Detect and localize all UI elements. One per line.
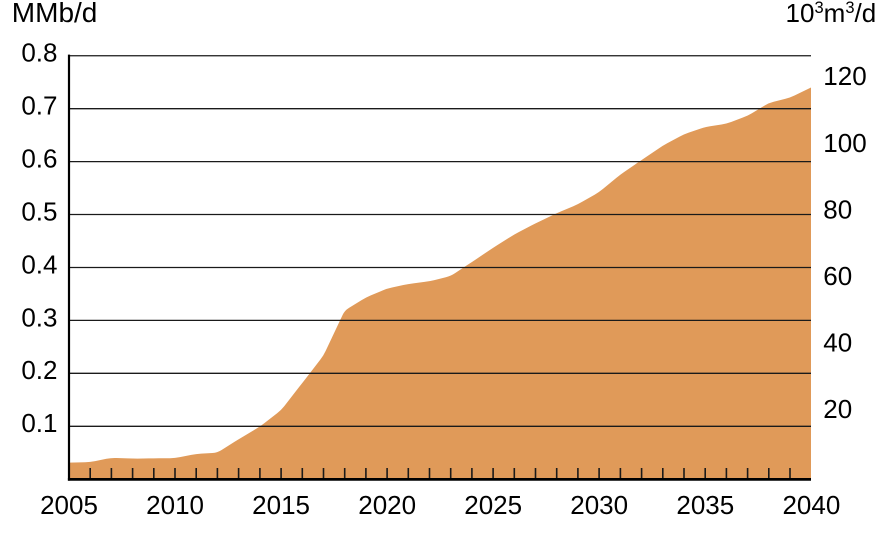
svg-text:103m3/d: 103m3/d: [786, 0, 877, 28]
svg-text:2015: 2015: [252, 490, 310, 520]
svg-text:2040: 2040: [782, 490, 840, 520]
svg-text:80: 80: [823, 194, 852, 224]
svg-text:2030: 2030: [570, 490, 628, 520]
svg-text:0.5: 0.5: [21, 196, 57, 226]
svg-text:0.1: 0.1: [21, 408, 57, 438]
svg-text:2020: 2020: [358, 490, 416, 520]
svg-text:0.8: 0.8: [21, 38, 57, 68]
svg-text:MMb/d: MMb/d: [12, 0, 98, 28]
svg-text:100: 100: [823, 128, 866, 158]
svg-text:0.2: 0.2: [21, 355, 57, 385]
svg-text:0.7: 0.7: [21, 91, 57, 121]
svg-text:60: 60: [823, 261, 852, 291]
svg-text:2005: 2005: [40, 490, 98, 520]
svg-text:0.3: 0.3: [21, 302, 57, 332]
svg-text:120: 120: [823, 61, 866, 91]
svg-text:0.6: 0.6: [21, 144, 57, 174]
svg-text:40: 40: [823, 328, 852, 358]
svg-text:0.4: 0.4: [21, 249, 57, 279]
svg-text:2025: 2025: [464, 490, 522, 520]
svg-text:2035: 2035: [676, 490, 734, 520]
svg-text:20: 20: [823, 394, 852, 424]
svg-text:2010: 2010: [146, 490, 204, 520]
